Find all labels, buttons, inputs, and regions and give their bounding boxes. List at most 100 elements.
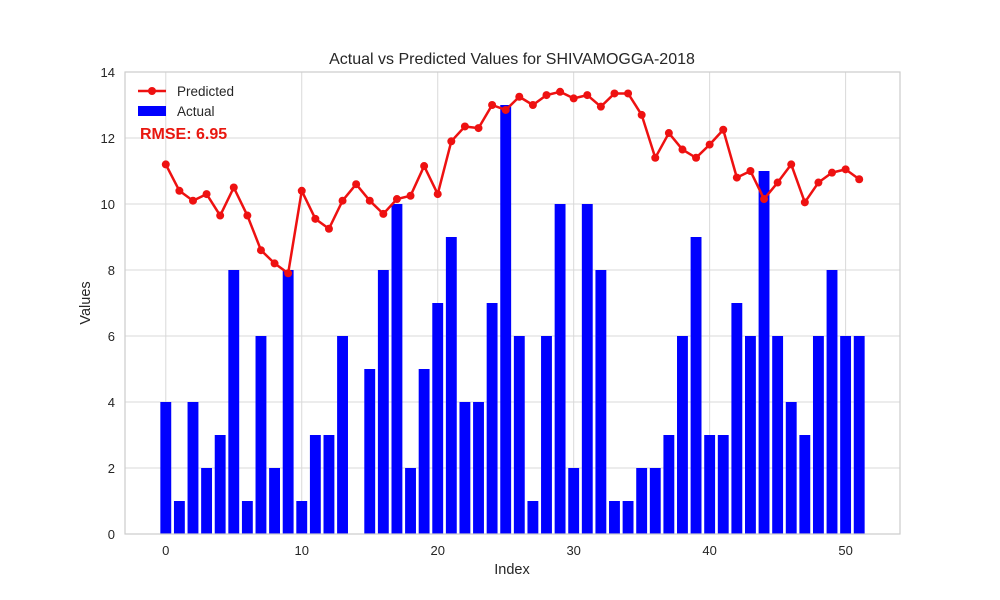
actual-bar: [812, 336, 824, 534]
predicted-point: [175, 186, 184, 195]
predicted-point: [651, 153, 660, 162]
predicted-point: [855, 175, 864, 184]
predicted-point: [678, 145, 687, 154]
actual-bar: [704, 435, 716, 534]
predicted-point: [311, 214, 320, 223]
predicted-series-line: [164, 90, 860, 275]
y-tick-label: 10: [101, 197, 115, 212]
actual-bar: [541, 336, 552, 534]
predicted-point: [515, 92, 524, 101]
predicted-point: [542, 91, 551, 100]
actual-bar: [255, 336, 267, 534]
predicted-point: [420, 162, 429, 171]
actual-bar: [160, 402, 172, 534]
actual-bar: [282, 270, 294, 534]
predicted-point: [474, 124, 483, 133]
x-tick-label: 0: [162, 543, 169, 558]
actual-bar: [323, 435, 335, 534]
actual-bar: [609, 501, 620, 534]
actual-bar: [500, 105, 512, 534]
predicted-point: [760, 195, 769, 204]
actual-bar: [269, 468, 280, 534]
predicted-point: [338, 196, 347, 205]
predicted-point: [664, 129, 673, 138]
predicted-point: [746, 167, 755, 175]
predicted-point: [297, 186, 306, 195]
chart-title: Actual vs Predicted Values for SHIVAMOGG…: [329, 51, 695, 68]
actual-bar: [418, 369, 430, 534]
actual-bar: [785, 402, 797, 534]
actual-bar: [391, 204, 403, 534]
predicted-point: [732, 173, 741, 182]
actual-bar: [636, 468, 648, 534]
x-axis-label: Index: [494, 562, 530, 578]
actual-bar: [445, 237, 457, 534]
predicted-point: [460, 122, 469, 131]
predicted-point: [814, 178, 823, 187]
predicted-point: [719, 125, 728, 134]
x-tick-label: 10: [295, 543, 309, 558]
actual-bar: [772, 336, 784, 534]
y-tick-label: 0: [108, 527, 115, 542]
legend: Predicted Actual: [138, 84, 234, 119]
actual-bar: [187, 402, 199, 534]
actual-bar: [337, 336, 348, 534]
x-tick-label: 30: [566, 543, 580, 558]
y-tick-label: 14: [101, 65, 115, 80]
actual-bar: [853, 336, 865, 534]
bars: [160, 105, 865, 534]
predicted-point: [556, 87, 565, 96]
predicted-point: [773, 178, 782, 187]
y-tick-label: 2: [108, 461, 115, 476]
actual-bar: [473, 402, 484, 534]
legend-actual-swatch: [138, 106, 166, 116]
predicted-point: [433, 190, 442, 199]
actual-bar: [459, 402, 471, 534]
y-axis-label: Values: [78, 281, 94, 324]
y-tick-labels: 0 2 4 6 8 10 12 14: [101, 65, 115, 542]
predicted-point: [841, 165, 850, 174]
actual-bar: [826, 270, 838, 534]
predicted-point: [583, 91, 592, 100]
actual-bar: [717, 435, 729, 534]
actual-bar: [309, 435, 321, 534]
actual-bar: [731, 303, 743, 534]
predicted-point: [392, 195, 401, 204]
rmse-annotation: RMSE: 6.95: [140, 126, 227, 143]
predicted-point: [447, 137, 456, 146]
actual-bar: [405, 468, 416, 534]
y-tick-label: 6: [108, 329, 115, 344]
predicted-point: [637, 110, 646, 119]
actual-bar: [799, 435, 811, 534]
legend-actual-label: Actual: [177, 104, 215, 119]
legend-predicted-label: Predicted: [177, 84, 234, 99]
predicted-point: [202, 190, 211, 199]
predicted-point: [188, 196, 197, 205]
actual-bar: [364, 369, 376, 534]
predicted-point: [365, 196, 374, 205]
predicted-point: [406, 191, 415, 200]
predicted-point: [828, 168, 837, 177]
actual-bar: [554, 204, 566, 534]
predicted-point: [501, 105, 510, 114]
predicted-point: [800, 198, 809, 207]
x-tick-label: 40: [702, 543, 716, 558]
predicted-line: [161, 87, 864, 278]
predicted-point: [243, 211, 252, 220]
predicted-point: [379, 209, 388, 218]
actual-bar: [745, 336, 756, 534]
actual-bar: [201, 468, 213, 534]
predicted-point: [528, 101, 537, 109]
actual-bar: [228, 270, 240, 534]
actual-bar: [840, 336, 852, 534]
predicted-point: [216, 211, 225, 220]
y-tick-label: 8: [108, 263, 115, 278]
actual-bar: [173, 501, 185, 534]
predicted-point: [284, 269, 293, 278]
actual-bar: [241, 501, 253, 534]
actual-bar: [527, 501, 539, 534]
actual-bar: [296, 501, 308, 534]
predicted-point: [161, 160, 170, 169]
actual-bar: [581, 204, 593, 534]
